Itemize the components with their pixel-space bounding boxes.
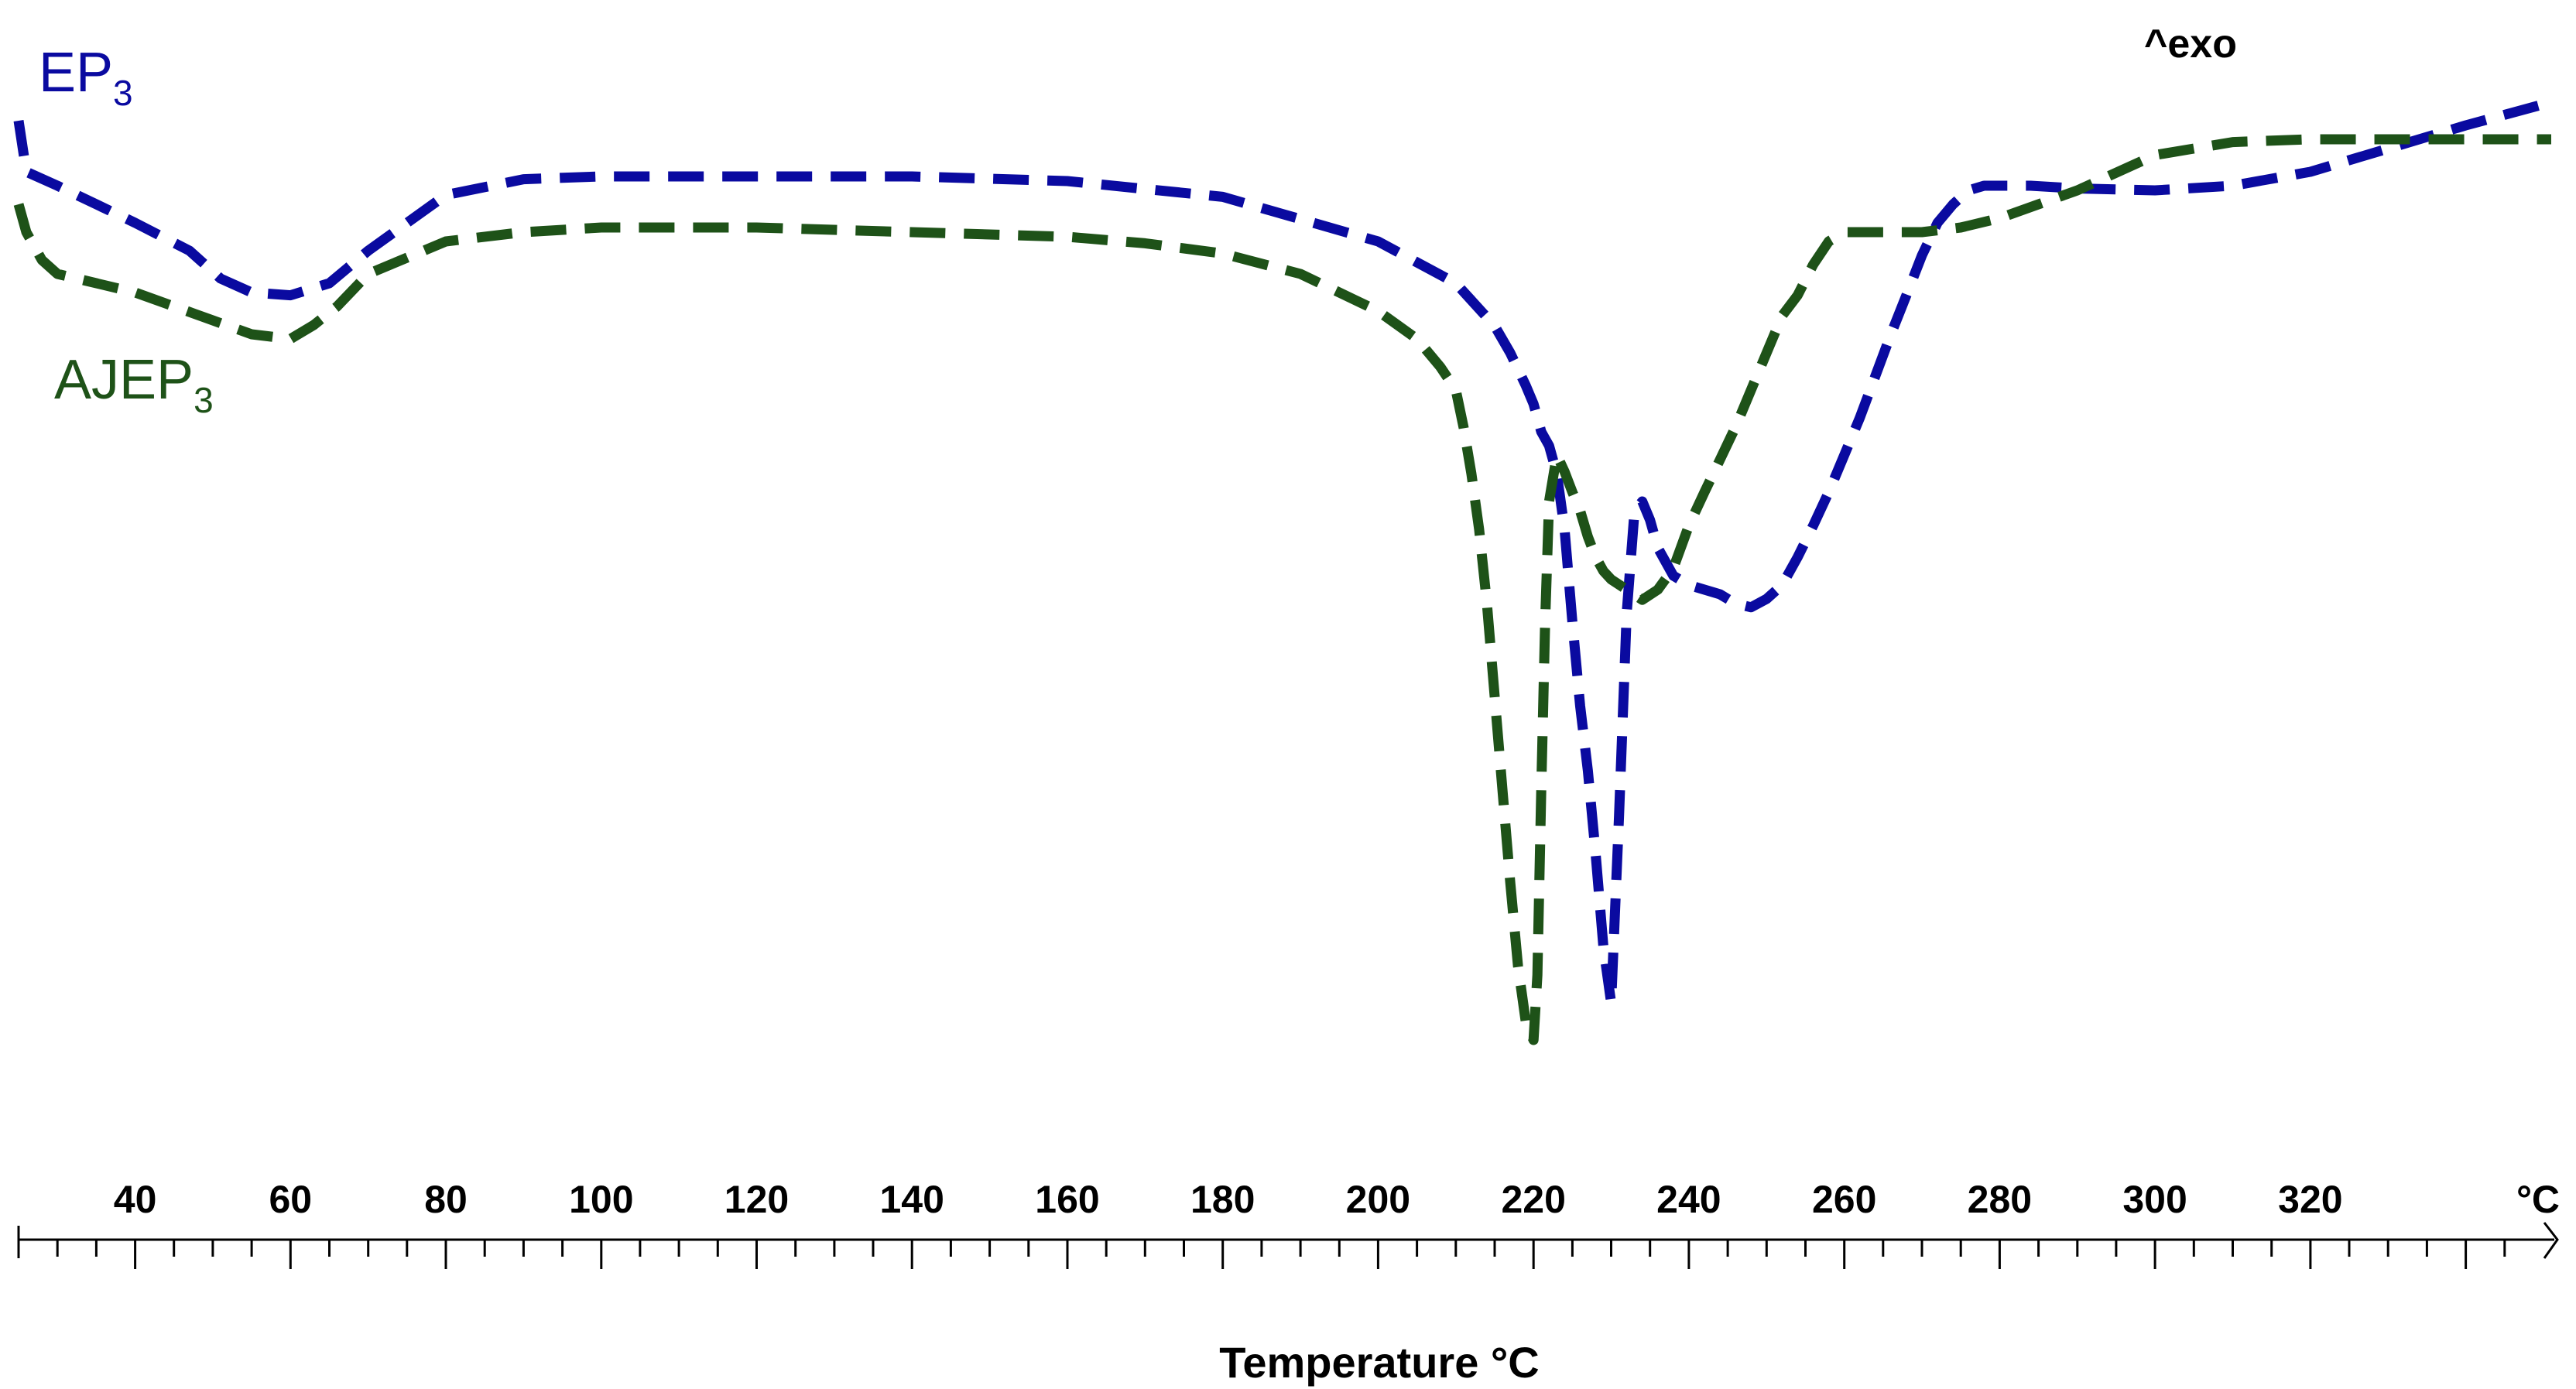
series-line-ep3	[13, 97, 2553, 1008]
series-label-ajep3: AJEP3	[54, 349, 214, 420]
x-tick-label: 180	[1190, 1178, 1255, 1221]
x-axis-title: Temperature °C	[1219, 1338, 1539, 1387]
x-ticks	[17, 1240, 2506, 1269]
x-tick-label: 140	[879, 1178, 944, 1221]
exo-annotation: ^exo	[2144, 22, 2237, 67]
series-label-ep3-sub: 3	[113, 73, 133, 113]
x-tick-label: 80	[424, 1178, 468, 1221]
series-line-ajep3	[13, 134, 2551, 1045]
x-tick-label: 100	[569, 1178, 633, 1221]
x-axis: 40 60 80 100 120 140 160 180 200 220 240 260 280 300 3…	[17, 1178, 2560, 1269]
x-tick-labels: 40 60 80 100 120 140 160 180 200 220 240 260 280 300 3…	[114, 1178, 2343, 1221]
x-tick-label: 60	[269, 1178, 312, 1221]
series-label-ajep3-main: AJEP	[54, 349, 194, 411]
x-tick-label: 200	[1346, 1178, 1410, 1221]
x-tick-label: 300	[2122, 1178, 2187, 1221]
series-label-ep3: EP3	[39, 42, 133, 113]
x-axis-arrow	[2543, 1222, 2559, 1259]
plot-area	[13, 97, 2553, 1045]
x-tick-label: 160	[1035, 1178, 1099, 1221]
x-tick-label: 280	[1968, 1178, 2032, 1221]
x-tick-label: 260	[1812, 1178, 1876, 1221]
x-tick-label: 320	[2278, 1178, 2342, 1221]
x-tick-label: 40	[114, 1178, 157, 1221]
x-tick-label: 220	[1501, 1178, 1565, 1221]
x-tick-label: 240	[1656, 1178, 1721, 1221]
series-label-ep3-main: EP	[39, 42, 113, 104]
x-tick-label: 120	[724, 1178, 789, 1221]
x-unit-label: °C	[2516, 1178, 2560, 1221]
series-label-ajep3-sub: 3	[194, 380, 214, 420]
